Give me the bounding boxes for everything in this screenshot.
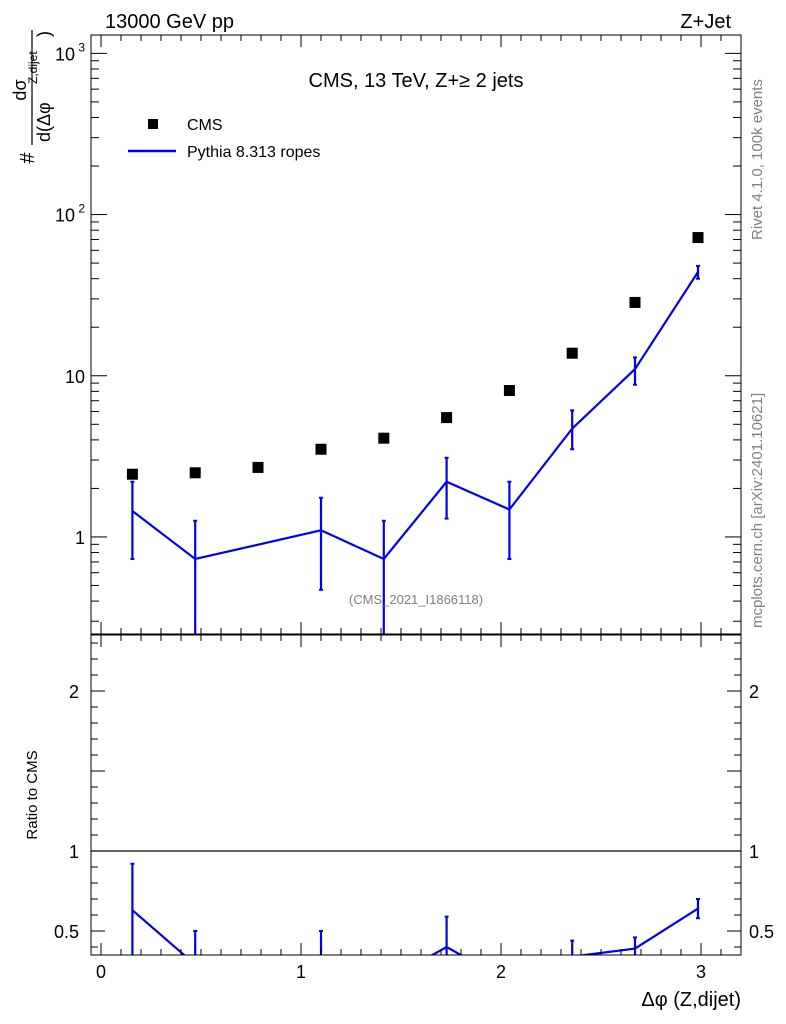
y-tick-label: 1 — [75, 528, 85, 548]
y-tick-label: 10 — [65, 367, 85, 387]
y-label-denominator: d(Δφ — [34, 102, 54, 142]
pythia-line — [131, 271, 699, 561]
header-energy: 13000 GeV pp — [105, 11, 234, 33]
ratio-tick-label-left: 2 — [69, 682, 79, 702]
ratio-line — [131, 907, 699, 955]
cms-data-point — [252, 461, 264, 473]
y-tick-label: 10 — [55, 206, 75, 226]
cms-data-point — [503, 385, 515, 397]
ratio-plot-area — [130, 862, 700, 955]
cms-data-point — [378, 432, 390, 444]
legend-cms-label: CMS — [187, 117, 223, 134]
cms-data-point — [692, 232, 704, 244]
ratio-tick-label-left: 0.5 — [54, 922, 79, 942]
cms-data-point — [441, 412, 453, 424]
main-frame — [90, 34, 742, 635]
y-label-prefix: # — [17, 152, 39, 164]
x-tick-label: 2 — [496, 962, 506, 982]
rivet-version-text: Rivet 4.1.0, 100k events — [749, 79, 766, 240]
ratio-frame — [90, 634, 742, 956]
cms-data-point — [189, 467, 201, 479]
cms-data-point — [566, 347, 578, 359]
mcplots-reference-text: mcplots.cern.ch [arXiv:2401.10621] — [749, 393, 766, 628]
legend-pythia-label: Pythia 8.313 ropes — [187, 144, 320, 161]
legend-cms-marker — [148, 119, 158, 129]
y-label-superscript: Z,dijet — [26, 51, 40, 84]
header-process: Z+Jet — [680, 11, 731, 33]
cms-data-point — [629, 296, 641, 308]
ratio-tick-label-left: 1 — [69, 842, 79, 862]
ratio-tick-label-right: 0.5 — [749, 922, 774, 942]
analysis-watermark: (CMS_2021_I1866118) — [349, 592, 483, 607]
x-axis-label: Δφ (Z,dijet) — [641, 989, 741, 1011]
ratio-tick-label-right: 2 — [749, 682, 759, 702]
y-axis-label: # dσ d(Δφ Z,dijet ) — [10, 30, 54, 164]
x-tick-label: 0 — [96, 962, 106, 982]
y-tick-label: 10 — [55, 44, 75, 64]
x-tick-label: 1 — [296, 962, 306, 982]
ratio-tick-label-right: 1 — [749, 842, 759, 862]
legend: CMS Pythia 8.313 ropes — [128, 117, 320, 161]
cms-data-point — [126, 468, 138, 480]
x-tick-label: 3 — [696, 962, 706, 982]
ratio-y-label: Ratio to CMS — [24, 750, 41, 839]
y-label-close-paren: ) — [34, 31, 54, 37]
y-tick-exponent: 3 — [78, 40, 85, 54]
main-plot-area — [126, 232, 704, 634]
cms-data-point — [315, 443, 327, 455]
y-tick-exponent: 2 — [78, 202, 85, 216]
chart-title: CMS, 13 TeV, Z+≥ 2 jets — [309, 70, 524, 92]
y-label-numerator: dσ — [10, 79, 30, 100]
